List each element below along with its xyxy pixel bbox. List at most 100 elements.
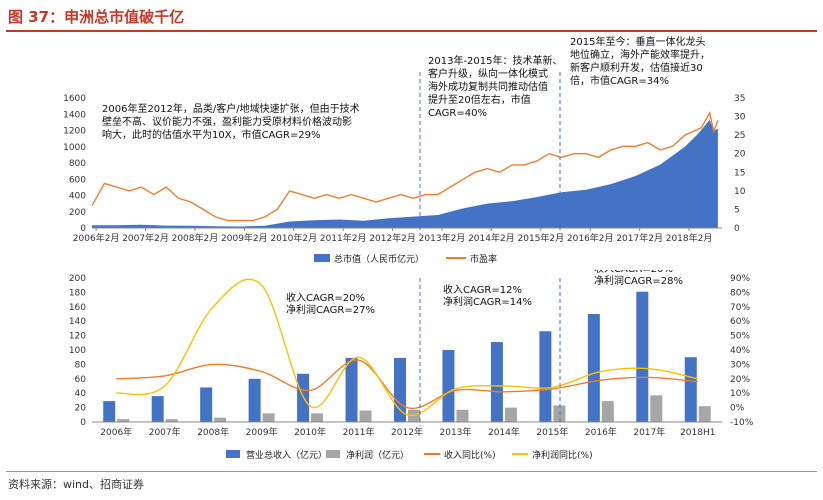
y-left-tick-label: 600 (69, 175, 86, 185)
y-right-tick-label: 10% (730, 389, 750, 399)
y-right-tick-label: -10% (730, 418, 754, 428)
legend-label-revenue-yoy: 收入同比(%) (444, 449, 496, 461)
period-annotation-line: 2013年-2015年：技术革新、 (428, 54, 563, 67)
revenue-bar (490, 342, 503, 422)
y-right-tick-label: 15 (734, 168, 745, 178)
market-cap-area (92, 119, 718, 228)
y-right-tick-label: 40% (730, 346, 750, 356)
y-right-tick-label: 0% (730, 404, 745, 414)
period-annotation-line: 新客户顺利开发，估值接近30 (570, 61, 703, 74)
y-right-tick-label: 30% (730, 360, 750, 370)
period-annotation-line: CAGR=40% (428, 108, 487, 119)
legend-label-pe: 市盈率 (470, 253, 497, 265)
legend-label-market-cap: 总市值（人民币亿元） (334, 253, 424, 265)
x-tick-label: 2010年2月 (270, 232, 317, 244)
y-right-tick-label: 0 (734, 224, 740, 234)
x-tick-label: 2016年2月 (567, 232, 614, 244)
net-profit-bar (262, 413, 275, 422)
y-left-tick-label: 200 (69, 208, 86, 218)
period-annotation-line: 海外成功复制共同推动估值 (428, 80, 548, 93)
source-divider (6, 471, 817, 472)
net-profit-bar (117, 419, 130, 422)
y-left-tick-label: 400 (69, 192, 86, 202)
net-profit-bar (214, 417, 227, 422)
y-right-tick-label: 35 (734, 94, 745, 104)
y-right-tick-label: 10 (734, 187, 746, 197)
y-left-tick-label: 1000 (63, 143, 86, 153)
period-annotation-line: 2015年至今：垂直一体化龙头 (570, 35, 705, 48)
revenue-bar (200, 387, 213, 422)
x-tick-label: 2010年 (294, 426, 326, 438)
x-tick-label: 2015年 (536, 426, 568, 438)
period-annotation-line: 客户升级，纵向一体化模式 (428, 67, 548, 80)
pe-ratio-line (91, 110, 719, 222)
figure-title: 图 37：申洲总市值破千亿 (8, 8, 185, 26)
revenue-bar (248, 378, 261, 422)
x-tick-label: 2007年2月 (122, 232, 169, 244)
y-left-tick-label: 80 (75, 360, 87, 370)
legend-swatch-market-cap (314, 254, 330, 262)
x-tick-label: 2012年2月 (369, 232, 416, 244)
y-right-tick-label: 80% (730, 288, 750, 298)
y-right-tick-label: 60% (730, 317, 750, 327)
x-tick-label: 2017年2月 (616, 232, 663, 244)
y-left-tick-label: 200 (69, 274, 86, 284)
cagr-annotation-line: 净利润CAGR=14% (443, 295, 532, 308)
legend-swatch-revenue (226, 450, 240, 458)
period-annotation-line: 2006年至2012年，品类/客户/地域快速扩张，但由于技术 (102, 102, 360, 115)
x-tick-label: 2009年 (246, 426, 278, 438)
net-profit-bar (553, 405, 566, 422)
x-tick-label: 2006年 (100, 426, 132, 438)
x-tick-label: 2014年 (488, 426, 520, 438)
x-tick-label: 2009年2月 (221, 232, 268, 244)
y-left-tick-label: 1600 (63, 94, 86, 104)
x-tick-label: 2011年2月 (320, 232, 367, 244)
cagr-annotation-line: 收入CAGR=20% (594, 270, 673, 275)
revenue-bar (684, 357, 697, 422)
y-left-tick-label: 100 (69, 346, 86, 356)
x-tick-label: 2017年 (633, 426, 665, 438)
market-cap-chart: 0 200 400 600 800 1000 1200 1400 1600 0 5 10 15 20 25 3… (63, 35, 746, 265)
net-profit-bar (601, 401, 614, 422)
title-divider (6, 30, 817, 32)
net-profit-bar (504, 407, 517, 422)
y-right-tick-label: 90% (730, 274, 750, 284)
net-profit-yoy-line (116, 278, 698, 417)
revenue-bar (636, 291, 649, 422)
y-left-tick-label: 20 (75, 404, 87, 414)
net-profit-bar (165, 419, 178, 422)
y-left-tick-label: 40 (75, 389, 87, 399)
y-right-tick-label: 70% (730, 303, 750, 313)
revenue-bar (345, 357, 358, 422)
y-left-tick-label: 180 (69, 288, 86, 298)
y-left-tick-label: 800 (69, 159, 86, 169)
net-profit-bar (311, 413, 324, 422)
x-tick-label: 2011年 (343, 426, 375, 438)
cagr-annotation-line: 净利润CAGR=27% (286, 303, 375, 316)
legend-swatch-net-profit (326, 450, 340, 458)
y-left-tick-label: 140 (69, 317, 86, 327)
x-tick-label: 2016年 (585, 426, 617, 438)
revenue-bar (394, 357, 406, 422)
revenue-bar (151, 396, 164, 422)
x-tick-label: 2013年 (440, 426, 472, 438)
y-left-tick-label: 0 (80, 224, 86, 234)
x-tick-label: 2012年 (391, 426, 423, 438)
y-right-tick-label: 20% (730, 375, 750, 385)
y-left-tick-label: 0 (80, 418, 86, 428)
cagr-annotation-line: 净利润CAGR=28% (594, 274, 683, 287)
period-annotation-line: 地位确立，海外产能效率提升， (570, 48, 710, 61)
cagr-annotation-line: 收入CAGR=12% (443, 283, 522, 296)
y-right-tick-label: 25 (734, 131, 745, 141)
x-tick-label: 2006年2月 (73, 232, 120, 244)
net-profit-bar (456, 409, 469, 422)
revenue-yoy-line (116, 359, 698, 410)
legend-label-revenue: 营业总收入（亿元） (246, 449, 327, 461)
revenue-bar (539, 331, 552, 422)
x-tick-label: 2008年 (197, 426, 229, 438)
x-tick-label: 2013年2月 (419, 232, 466, 244)
revenue-bar (442, 350, 455, 422)
x-tick-label: 2018H1 (680, 428, 715, 438)
x-tick-label: 2014年2月 (468, 232, 515, 244)
x-tick-label: 2018年2月 (666, 232, 713, 244)
